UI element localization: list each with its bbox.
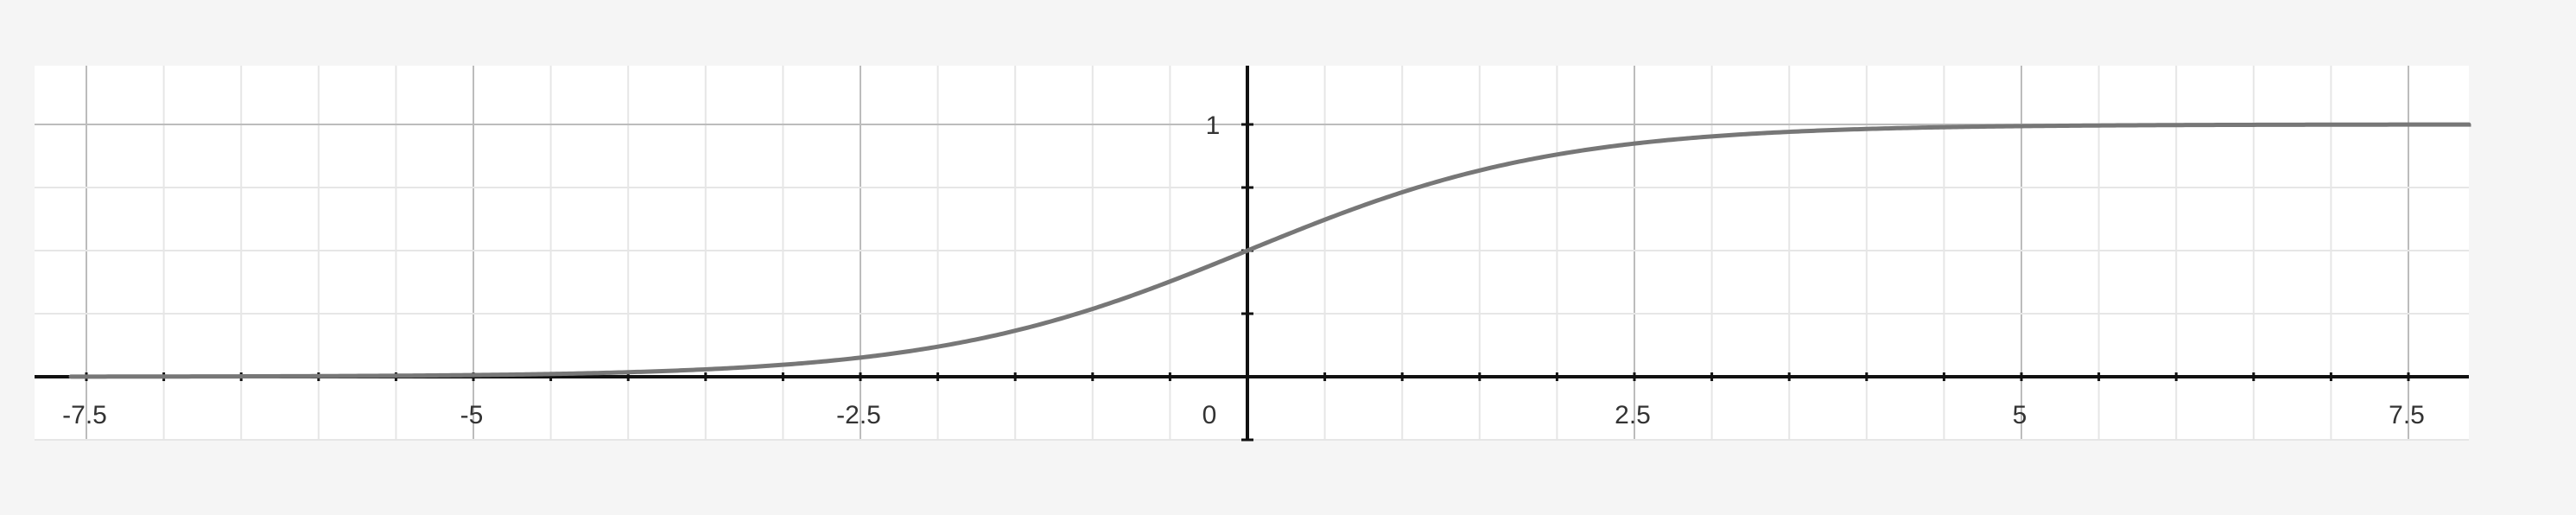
x-tick-label: 2.5: [1615, 401, 1651, 429]
tick-labels: -7.5 -5 -2.5 0 2.5 5 7.5 1: [62, 111, 2425, 429]
x-tick-label: -2.5: [836, 401, 881, 429]
x-tick-label: -5: [460, 401, 484, 429]
x-tick-label: 5: [2013, 401, 2027, 429]
plot-background: [35, 66, 2469, 439]
x-tick-label: 7.5: [2389, 401, 2425, 429]
curve: [68, 122, 2471, 379]
sigmoid-curve: [68, 122, 2471, 379]
x-tick-label: 0: [1202, 401, 1217, 429]
y-tick-label: 1: [1206, 111, 1221, 140]
plot-area: [35, 66, 2469, 439]
x-tick-label: -7.5: [62, 401, 107, 429]
